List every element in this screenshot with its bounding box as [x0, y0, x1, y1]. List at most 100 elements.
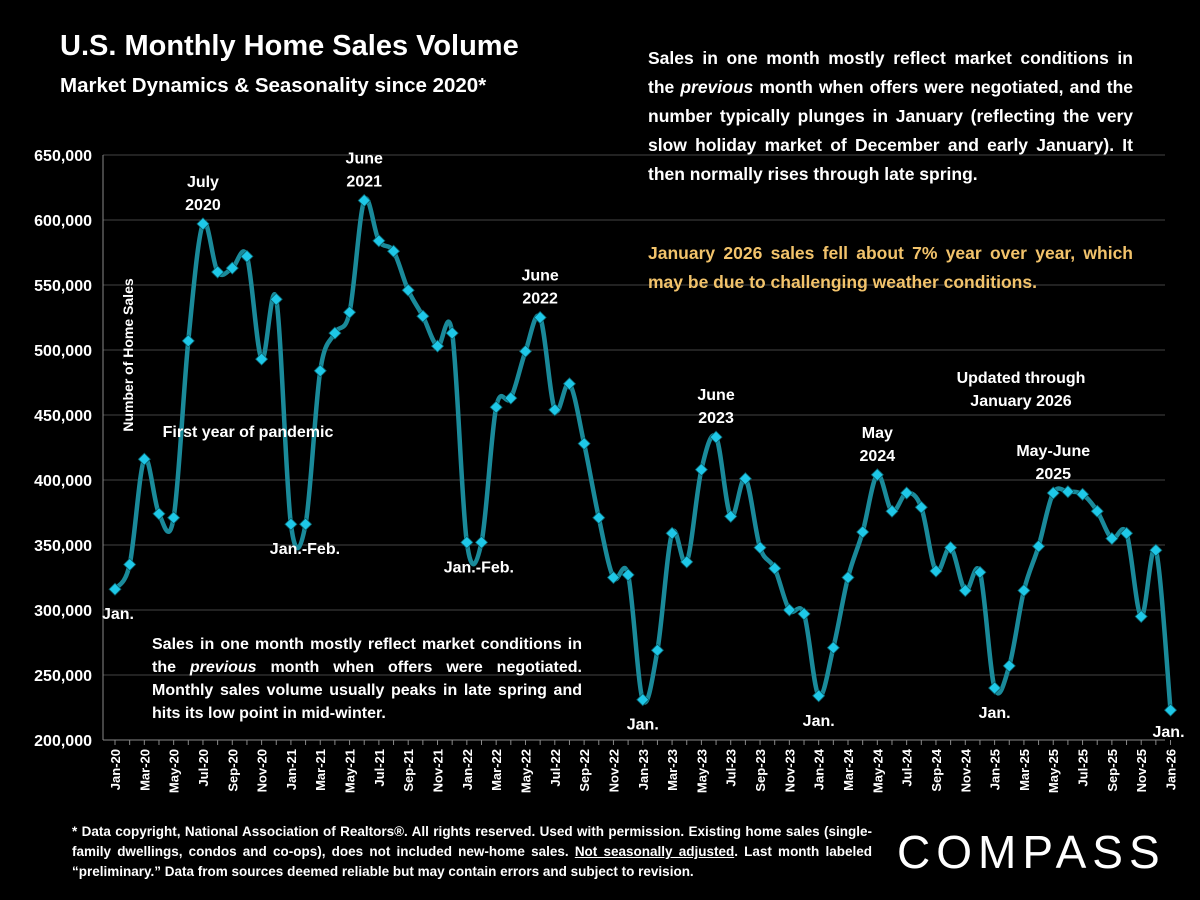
note-top: Sales in one month mostly reflect market… — [648, 48, 1133, 184]
data-point — [1119, 526, 1134, 540]
data-point — [137, 452, 151, 466]
x-tick-label: Nov-21 — [431, 749, 446, 792]
y-tick-label: 500,000 — [34, 343, 92, 360]
x-tick-label: Jan-23 — [636, 749, 651, 790]
data-point — [870, 468, 884, 482]
note-january-2026: January 2026 sales fell about 7% year ov… — [648, 243, 1133, 292]
annotation-label: June — [346, 151, 383, 168]
y-tick-label: 600,000 — [34, 213, 92, 230]
x-tick-label: Jul-23 — [724, 749, 739, 787]
data-point — [621, 568, 635, 582]
y-tick-label: 350,000 — [34, 538, 92, 555]
annotation-label: 2022 — [522, 291, 558, 308]
data-point — [269, 292, 283, 306]
annotation-label: January 2026 — [970, 393, 1072, 410]
y-axis: 200,000 250,000 300,000 350,000 400,000 450,0… — [34, 148, 104, 750]
x-tick-label: Jul-25 — [1076, 749, 1091, 787]
data-point — [973, 565, 987, 579]
data-point — [1002, 659, 1016, 673]
data-point — [518, 344, 533, 358]
x-tick-label: Sep-21 — [401, 749, 416, 792]
x-tick-label: Jul-22 — [548, 749, 563, 787]
x-tick-label: Jul-24 — [900, 748, 915, 786]
x-tick-label: Sep-24 — [929, 748, 944, 791]
annotation-label: 2021 — [346, 174, 382, 191]
data-point — [709, 430, 723, 444]
data-point — [284, 517, 298, 531]
y-tick-label: 400,000 — [34, 473, 92, 490]
data-point — [181, 334, 195, 348]
data-point — [606, 570, 621, 585]
data-point — [196, 217, 210, 231]
annotation-label: Jan. — [803, 713, 835, 730]
data-point — [504, 391, 518, 405]
data-point — [401, 283, 415, 297]
data-point — [1149, 543, 1163, 557]
annotation-label: June — [697, 387, 734, 404]
footer-disclaimer: * Data copyright, National Association o… — [72, 824, 872, 879]
data-point — [680, 555, 694, 569]
data-point — [211, 265, 225, 279]
x-tick-label: Mar-22 — [489, 749, 504, 791]
data-point — [328, 326, 342, 340]
x-tick-label: Nov-20 — [255, 749, 270, 792]
x-tick-label: Sep-20 — [225, 749, 240, 792]
x-tick-label: Nov-24 — [958, 748, 973, 792]
y-axis-label: Number of Home Sales — [120, 278, 136, 431]
data-point — [885, 504, 899, 518]
data-point — [372, 234, 386, 248]
annotation-label: Jan. — [1153, 724, 1185, 741]
data-point — [562, 377, 577, 391]
data-point — [650, 643, 664, 657]
x-tick-label: Nov-23 — [782, 749, 797, 792]
x-tick-label: Jan-22 — [460, 749, 475, 790]
data-point — [357, 193, 371, 208]
data-point — [841, 570, 855, 585]
data-point — [944, 541, 958, 555]
x-tick-label: Sep-25 — [1105, 749, 1120, 792]
data-point — [108, 582, 122, 596]
x-tick-label: May-20 — [167, 749, 182, 793]
x-tick-label: Nov-25 — [1134, 749, 1149, 792]
y-tick-label: 450,000 — [34, 408, 92, 425]
annotation-label: Jan. — [627, 717, 659, 734]
data-point — [694, 463, 708, 477]
data-markers — [108, 193, 1178, 717]
data-point — [430, 339, 445, 353]
x-tick-label: Jan-25 — [988, 749, 1003, 790]
annotation-label: 2020 — [185, 197, 221, 214]
data-point — [768, 561, 782, 575]
data-point — [914, 500, 928, 514]
data-point — [665, 526, 679, 540]
data-point — [856, 525, 870, 539]
data-point — [342, 305, 357, 319]
data-point — [782, 603, 796, 617]
data-point — [1075, 487, 1090, 501]
data-point — [299, 517, 313, 531]
data-point — [1032, 539, 1046, 553]
note-bottom: Sales in one month mostly reflect market… — [152, 636, 583, 722]
annotation-label: July — [187, 174, 219, 191]
data-point — [724, 509, 738, 523]
x-tick-label: Jul-21 — [372, 749, 387, 787]
x-tick-label: Mar-25 — [1017, 749, 1032, 791]
data-point — [1134, 609, 1148, 624]
data-point — [1046, 486, 1060, 500]
y-tick-label: 250,000 — [34, 668, 92, 685]
data-point — [592, 511, 606, 525]
data-point — [460, 535, 474, 549]
annotations: Jan. July 2020 First year of pandemic Jan.-F… — [102, 151, 1185, 742]
x-tick-label: Mar-20 — [137, 749, 152, 791]
annotation-label: Jan. — [979, 705, 1011, 722]
x-tick-label: Mar-21 — [313, 749, 328, 791]
data-point — [929, 564, 943, 578]
x-tick-label: Sep-23 — [753, 749, 768, 792]
data-point — [1163, 703, 1178, 717]
data-point — [826, 641, 840, 655]
data-point — [636, 693, 650, 707]
data-point — [240, 249, 254, 263]
chart-title: U.S. Monthly Home Sales Volume — [60, 30, 519, 62]
chart-subtitle: Market Dynamics & Seasonality since 2020… — [60, 74, 487, 97]
data-point — [753, 541, 767, 555]
data-point — [255, 352, 269, 366]
